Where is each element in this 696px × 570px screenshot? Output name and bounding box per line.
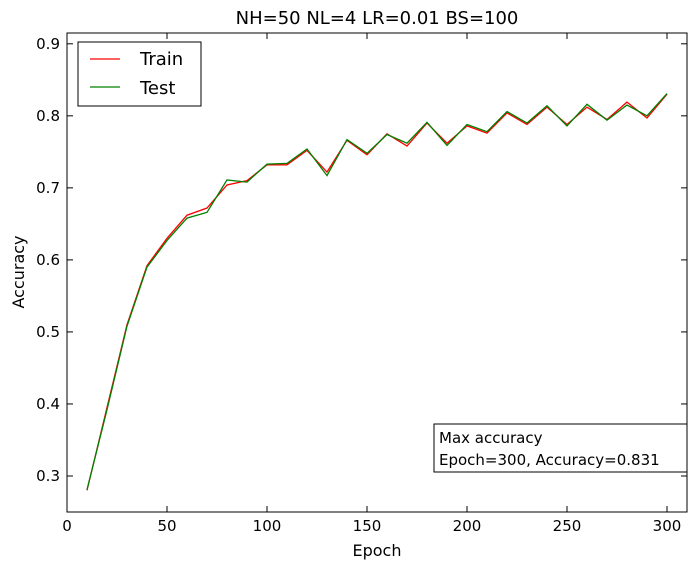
x-tick-label: 50 [157,517,176,535]
annotation-line-2: Epoch=300, Accuracy=0.831 [439,451,660,469]
x-tick-label: 0 [62,517,72,535]
y-tick-label: 0.8 [36,107,60,125]
x-tick-label: 100 [253,517,282,535]
y-tick-label: 0.3 [36,467,60,485]
legend: Train Test [77,41,202,107]
y-tick-label: 0.4 [36,395,60,413]
legend-label-train: Train [139,49,183,70]
annotation-line-1: Max accuracy [439,429,543,447]
y-tick-label: 0.9 [36,35,60,53]
chart-title: NH=50 NL=4 LR=0.01 BS=100 [236,8,519,29]
legend-label-test: Test [139,78,175,99]
series-line-test [86,93,668,490]
y-axis-label: Accuracy [9,235,28,308]
y-tick-label: 0.7 [36,179,60,197]
y-tick-label: 0.5 [36,323,60,341]
legend-box [77,41,202,107]
plot-frame [66,32,688,513]
x-axis-label: Epoch [353,541,402,560]
ticks-layer: 0 50 100 150 200 250 300 0.3 0.4 0.5 0.6 0.7 0.8 0.9 [36,33,687,535]
y-tick-label: 0.6 [36,251,60,269]
x-tick-label: 250 [553,517,582,535]
max-accuracy-annotation: Max accuracy Epoch=300, Accuracy=0.831 [433,423,688,473]
annotation-box [433,423,688,473]
x-tick-label: 200 [453,517,482,535]
x-tick-label: 300 [653,517,682,535]
series-layer [86,93,668,491]
x-tick-label: 150 [353,517,382,535]
